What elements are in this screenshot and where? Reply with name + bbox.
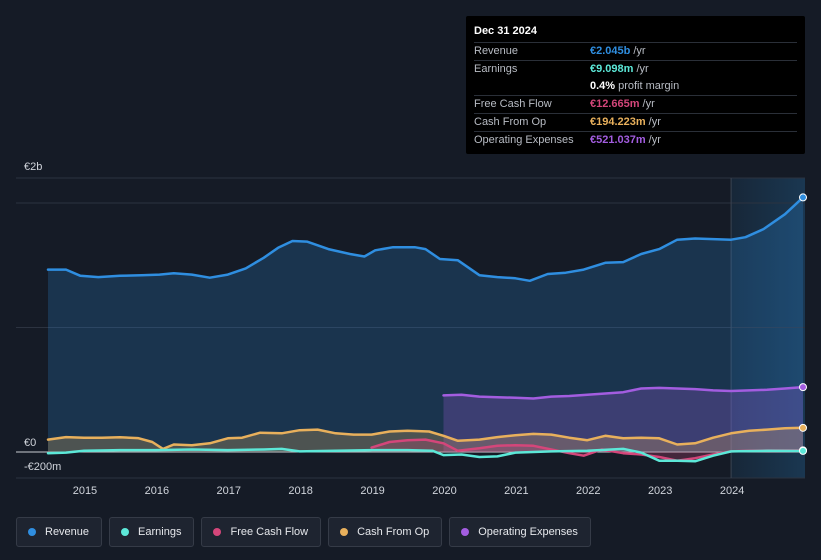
legend-label: Revenue <box>45 526 90 538</box>
x-tick-label: 2024 <box>720 485 744 497</box>
tooltip-value: €2.045b <box>590 45 631 57</box>
tooltip-value: €12.665m <box>590 98 640 110</box>
legend-item-free-cash-flow[interactable]: Free Cash Flow <box>201 517 322 547</box>
legend-dot-icon <box>340 528 349 536</box>
legend-item-operating-expenses[interactable]: Operating Expenses <box>449 517 591 547</box>
revenue-area <box>48 197 803 452</box>
tooltip-row-earnings: Earnings €9.098m /yr <box>474 60 797 78</box>
legend-item-cash-from-op[interactable]: Cash From Op <box>328 517 443 547</box>
tooltip-label <box>474 78 590 95</box>
legend-dot-icon <box>28 528 36 536</box>
operating-expenses-line <box>442 385 805 400</box>
y-axis-label: €2b <box>24 161 42 173</box>
earnings-line <box>46 447 805 463</box>
tooltip-value: €521.037m <box>590 134 646 146</box>
legend-label: Earnings <box>138 526 182 538</box>
x-tick-label: 2018 <box>288 485 312 497</box>
legend-label: Free Cash Flow <box>230 526 309 538</box>
data-tooltip: Dec 31 2024 Revenue €2.045b /yr Earnings… <box>466 16 805 154</box>
free-cash-flow-area <box>371 439 803 461</box>
x-tick-label: 2022 <box>576 485 600 497</box>
legend-label: Cash From Op <box>357 526 430 538</box>
x-tick-label: 2021 <box>504 485 528 497</box>
tooltip-date: Dec 31 2024 <box>474 25 537 37</box>
cash-from-op-line <box>46 426 805 451</box>
tooltip-label: Operating Expenses <box>474 134 574 146</box>
tooltip-unit: /yr <box>636 63 649 75</box>
tooltip-row-cash-from-op: Cash From Op €194.223m /yr <box>474 113 797 131</box>
earnings-end-point <box>799 446 807 455</box>
tooltip-row-revenue: Revenue €2.045b /yr <box>474 42 797 60</box>
tooltip-value: 0.4% <box>590 80 616 92</box>
tooltip-label: Revenue <box>474 45 519 57</box>
tooltip-label: Cash From Op <box>474 116 547 128</box>
tooltip-unit: /yr <box>648 134 661 146</box>
cash-from-op-end-point <box>799 423 807 432</box>
y-axis-label: -€200m <box>24 461 61 473</box>
x-tick-label: 2019 <box>360 485 384 497</box>
revenue-end-point <box>799 193 807 202</box>
legend-dot-icon <box>461 528 470 536</box>
y-axis-label: €0 <box>24 437 36 449</box>
tooltip-row-operating-expenses: Operating Expenses €521.037m /yr <box>474 131 797 149</box>
legend-item-earnings[interactable]: Earnings <box>109 517 195 547</box>
x-tick-label: 2015 <box>73 485 97 497</box>
legend-dot-icon <box>213 528 222 536</box>
tooltip-unit: profit margin <box>618 80 680 92</box>
tooltip-value: €9.098m <box>590 63 634 75</box>
x-tick-label: 2023 <box>648 485 672 497</box>
x-tick-label: 2020 <box>432 485 456 497</box>
x-tick-label: 2017 <box>217 485 241 497</box>
revenue-line <box>46 196 805 283</box>
tooltip-unit: /yr <box>633 45 646 57</box>
legend-dot-icon <box>121 528 130 536</box>
tooltip-unit: /yr <box>648 116 661 128</box>
tooltip-row-profit-margin: 0.4% profit margin <box>474 78 797 95</box>
tooltip-label: Earnings <box>474 63 518 75</box>
legend-item-revenue[interactable]: Revenue <box>16 517 103 547</box>
operating-expenses-area <box>443 387 803 452</box>
legend-label: Operating Expenses <box>478 526 578 538</box>
tooltip-value: €194.223m <box>590 116 646 128</box>
operating-expenses-end-point <box>799 383 807 392</box>
chart-legend: Revenue Earnings Free Cash Flow Cash Fro… <box>16 517 591 547</box>
tooltip-row-free-cash-flow: Free Cash Flow €12.665m /yr <box>474 95 797 113</box>
tooltip-unit: /yr <box>642 98 655 110</box>
tooltip-label: Free Cash Flow <box>474 98 552 110</box>
x-tick-label: 2016 <box>145 485 169 497</box>
